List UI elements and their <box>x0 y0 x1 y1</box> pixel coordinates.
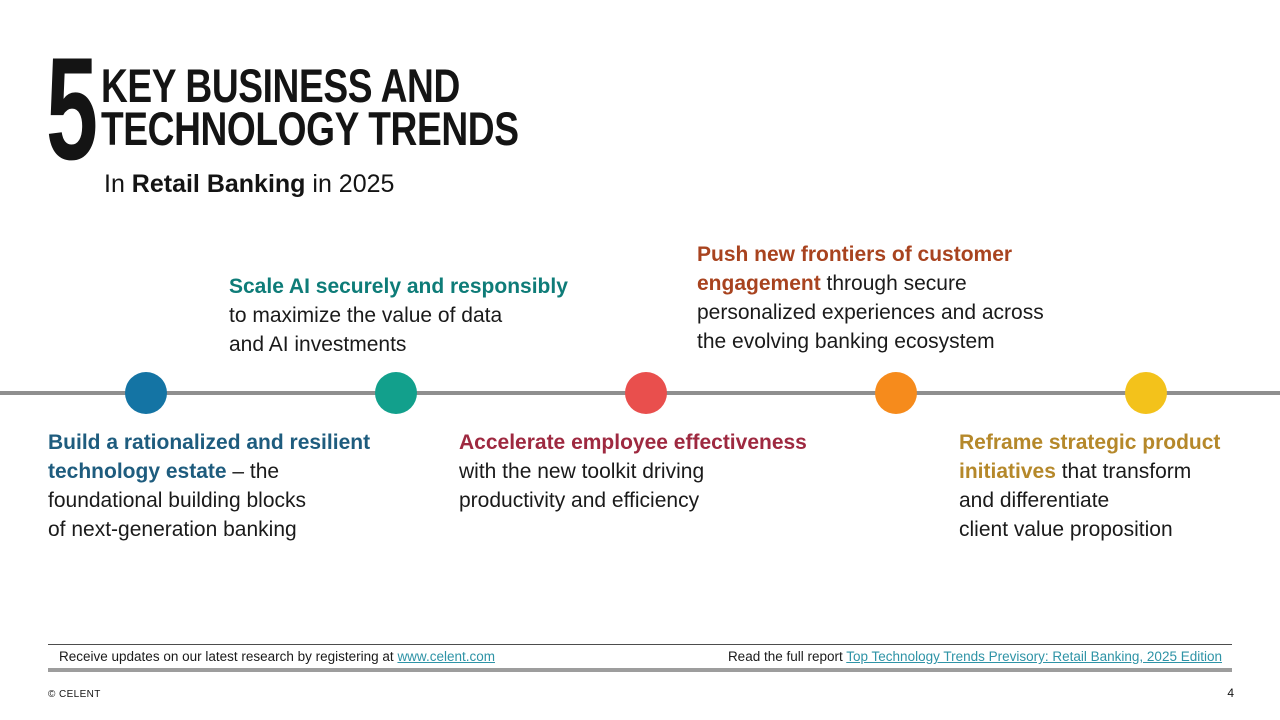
footer-top-rule <box>48 644 1232 645</box>
page-number: 4 <box>1227 686 1234 700</box>
full-report-link[interactable]: Top Technology Trends Previsory: Retail … <box>846 649 1222 664</box>
subtitle-emphasis: Retail Banking <box>131 170 306 198</box>
trend-5-rest: that transform and differentiate client … <box>959 460 1192 541</box>
subtitle-suffix: in 2025 <box>305 170 395 198</box>
celent-website-link[interactable]: www.celent.com <box>397 649 495 664</box>
trend-5-highlight: Reframe strategic product initiatives <box>959 431 1221 483</box>
trend-scale-ai: Scale AI securely and responsibly to max… <box>229 272 594 359</box>
trend-employee-effectiveness: Accelerate employee effectiveness with t… <box>459 428 834 515</box>
page-title: KEY BUSINESS AND TECHNOLOGY TRENDS <box>101 59 519 155</box>
title-number: 5 <box>46 27 98 190</box>
trend-3-highlight: Accelerate employee effectiveness <box>459 431 807 454</box>
footer-right-text: Read the full report <box>727 649 847 664</box>
footer-left: Receive updates on our latest research b… <box>59 649 495 664</box>
trend-product-initiatives: Reframe strategic product initiatives th… <box>959 428 1280 544</box>
footer-left-text: Receive updates on our latest research b… <box>59 649 398 664</box>
timeline-dot-4 <box>875 372 917 414</box>
timeline-dot-2 <box>375 372 417 414</box>
footer-right: Read the full report Top Technology Tren… <box>728 649 1222 664</box>
copyright-notice: © CELENT <box>48 689 101 700</box>
trend-customer-engagement: Push new frontiers of customer engagemen… <box>697 240 1082 356</box>
subtitle-prefix: In <box>104 170 132 198</box>
trend-2-rest: to maximize the value of data and AI inv… <box>229 304 503 356</box>
trend-4-rest: through secure personalized experiences … <box>697 272 1044 353</box>
subtitle: In Retail Banking in 2025 <box>104 170 394 199</box>
trend-2-highlight: Scale AI securely and responsibly <box>229 275 568 298</box>
footer-bottom-rule <box>48 668 1232 672</box>
trend-3-rest: with the new toolkit driving productivit… <box>459 460 705 512</box>
trend-1-highlight: Build a rationalized and resilient techn… <box>48 431 371 483</box>
timeline-dot-1 <box>125 372 167 414</box>
title-line-2: TECHNOLOGY TRENDS <box>101 102 519 155</box>
trend-1-rest: – the foundational building blocks of ne… <box>48 460 307 541</box>
timeline-dot-5 <box>1125 372 1167 414</box>
title-line-1: KEY BUSINESS AND <box>101 59 460 112</box>
timeline-dot-3 <box>625 372 667 414</box>
trend-4-highlight: Push new frontiers of customer engagemen… <box>697 243 1013 295</box>
trend-technology-estate: Build a rationalized and resilient techn… <box>48 428 393 544</box>
